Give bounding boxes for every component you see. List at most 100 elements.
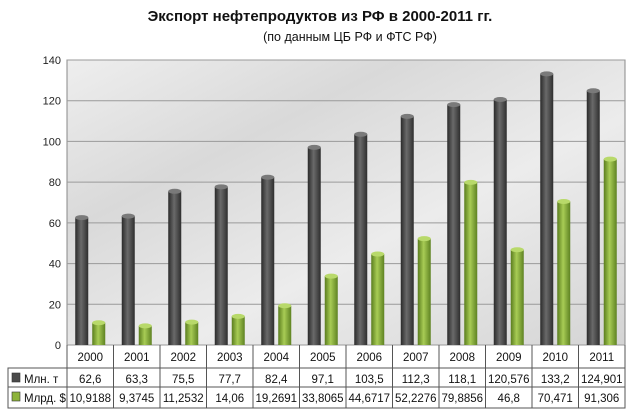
x-tick-label: 2000	[77, 352, 103, 364]
x-tick-label: 2009	[496, 352, 522, 364]
legend-key	[11, 391, 21, 402]
data-table-cell: 62,6	[79, 374, 101, 386]
data-table-cell: 11,2532	[163, 393, 204, 405]
bar-usd	[371, 254, 385, 345]
bar-top	[464, 179, 478, 185]
bar-usd	[231, 316, 245, 345]
bar-top	[603, 156, 617, 162]
bar-mt	[400, 116, 414, 345]
bar-top	[447, 102, 461, 108]
data-table-cell: 10,9188	[69, 393, 111, 405]
data-table-cell: 91,306	[584, 393, 619, 405]
x-tick-label: 2001	[124, 352, 150, 364]
bar-top	[510, 247, 524, 253]
x-tick-label: 2011	[589, 352, 614, 364]
chart-subtitle: (по данным ЦБ РФ и ФТС РФ)	[263, 30, 437, 44]
bar-top	[185, 319, 199, 325]
bar-mt	[75, 217, 89, 345]
bar-mt	[307, 147, 321, 345]
bar-mt	[214, 186, 228, 345]
x-tick-label: 2004	[263, 352, 289, 364]
data-table-cell: 14,06	[215, 393, 244, 405]
bar-mt	[354, 134, 368, 345]
y-tick-label: 140	[43, 55, 61, 67]
data-table-cell: 63,3	[126, 374, 148, 386]
bar-top	[371, 251, 385, 257]
bar-top	[324, 273, 338, 279]
x-tick-label: 2010	[542, 352, 568, 364]
bar-usd	[138, 325, 152, 345]
x-tick-label: 2002	[170, 352, 196, 364]
bar-top	[586, 88, 600, 94]
bar-usd	[603, 159, 617, 345]
bar-top	[92, 320, 106, 326]
data-table-cell: 124,901	[581, 374, 623, 386]
x-tick-label: 2003	[217, 352, 243, 364]
bar-top	[168, 188, 182, 194]
data-table-cell: 70,471	[538, 393, 573, 405]
data-table-cell: 118,1	[448, 374, 476, 386]
bar-usd	[185, 322, 199, 345]
data-table-cell: 44,6717	[348, 393, 390, 405]
bar-top	[493, 97, 507, 103]
data-table-cell: 46,8	[498, 393, 520, 405]
x-tick-label: 2007	[403, 352, 429, 364]
legend-key	[11, 372, 21, 383]
data-table-cell: 82,4	[265, 374, 288, 386]
y-tick-label: 120	[43, 96, 61, 108]
bar-top	[354, 131, 368, 137]
x-tick-label: 2005	[310, 352, 336, 364]
bar-top	[557, 199, 571, 205]
bar-mt	[168, 191, 182, 345]
bar-mt	[540, 73, 554, 345]
data-table-cell: 97,1	[312, 374, 334, 386]
data-table-cell: 133,2	[541, 374, 570, 386]
data-table-cell: 120,576	[488, 374, 530, 386]
bar-top	[138, 323, 152, 329]
chart-title: Экспорт нефтепродуктов из РФ в 2000-2011…	[147, 8, 493, 25]
bar-top	[121, 213, 135, 219]
data-table-cell: 19,2691	[255, 393, 297, 405]
x-tick-label: 2008	[449, 352, 475, 364]
y-tick-label: 60	[49, 218, 61, 230]
data-table-cell: 52,2276	[395, 393, 437, 405]
bar-usd	[510, 249, 524, 345]
legend-label: Млн. т	[24, 374, 59, 386]
bar-top	[231, 313, 245, 319]
y-tick-label: 100	[43, 136, 61, 148]
bar-top	[214, 184, 228, 190]
y-tick-label: 0	[55, 340, 61, 352]
bar-usd	[557, 201, 571, 345]
data-table-cell: 79,8856	[441, 393, 483, 405]
bar-usd	[324, 276, 338, 345]
bar-mt	[261, 177, 275, 345]
bar-mt	[121, 216, 135, 345]
bar-usd	[278, 305, 292, 345]
data-table-cell: 77,7	[219, 374, 241, 386]
bar-top	[307, 144, 321, 150]
data-table-cell: 33,8065	[302, 393, 344, 405]
bar-top	[417, 236, 431, 242]
bar-usd	[464, 182, 478, 345]
bar-top	[400, 113, 414, 119]
bar-top	[278, 303, 292, 309]
bar-mt	[586, 90, 600, 346]
bar-mt	[493, 99, 507, 345]
bar-usd	[417, 238, 431, 345]
x-tick-label: 2006	[356, 352, 382, 364]
bar-usd	[92, 322, 106, 345]
bar-mt	[447, 104, 461, 345]
plot-area	[66, 59, 626, 346]
bar-top	[75, 215, 89, 221]
data-table-cell: 9,3745	[119, 393, 154, 405]
y-tick-label: 20	[49, 299, 61, 311]
bar-top	[540, 71, 554, 77]
data-table-cell: 112,3	[402, 374, 430, 386]
data-table-cell: 75,5	[172, 374, 194, 386]
data-table-cell: 103,5	[355, 374, 384, 386]
y-tick-label: 80	[49, 177, 61, 189]
y-tick-label: 40	[49, 259, 61, 271]
bar-top	[261, 174, 275, 180]
legend-label: Млрд. $	[24, 393, 67, 405]
